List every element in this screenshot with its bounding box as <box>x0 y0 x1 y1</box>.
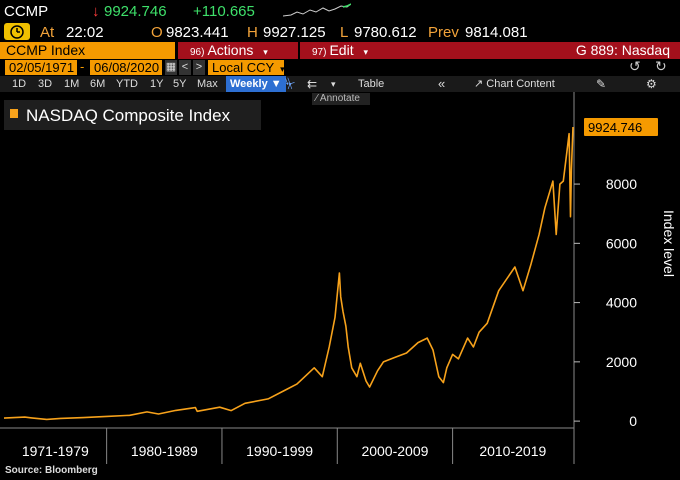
y-axis: 0 2000 4000 6000 8000 <box>574 176 637 429</box>
actions-menu[interactable]: 96) Actions ▾ <box>178 42 298 59</box>
dropdown-arrow-icon[interactable]: ▾ <box>331 79 336 89</box>
undo-icon[interactable]: ↺ <box>629 58 641 74</box>
chart-content-label: Chart Content <box>486 78 555 90</box>
high-label: H <box>247 23 258 41</box>
line-chart-icon[interactable]: ⏧ <box>285 76 296 91</box>
high-value: 9927.125 <box>263 23 326 41</box>
sparkline-icon <box>283 3 351 17</box>
x-period-label: 1980-1989 <box>131 443 198 459</box>
currency-value: Local CCY <box>212 60 275 75</box>
dropdown-arrow-icon: ▾ <box>280 64 285 74</box>
x-period-label: 1971-1979 <box>22 443 89 459</box>
end-date-input[interactable]: 06/08/2020 <box>90 60 162 75</box>
gear-icon[interactable]: ⚙ <box>646 77 657 91</box>
legend-label: NASDAQ Composite Index <box>26 106 231 125</box>
last-value-label: 9924.746 <box>584 118 658 137</box>
last-price: 9924.746 <box>104 2 167 20</box>
net-change: +110.665 <box>193 2 255 20</box>
frequency-select[interactable]: Weekly ▼ <box>226 76 286 92</box>
y-tick-label: 4000 <box>606 295 637 311</box>
chart-content-button[interactable]: ↗ Chart Content <box>474 76 555 92</box>
period-5y[interactable]: 5Y <box>173 78 187 90</box>
collapse-left-icon[interactable]: « <box>438 76 446 91</box>
header-bar: CCMP Index 96) Actions ▾ 97) Edit ▾ G 889:… <box>0 42 680 59</box>
date-range-bar: 02/05/1971 - 06/08/2020 ▦ < > Local CCY ▾… <box>0 58 680 76</box>
annotate-label: Annotate <box>319 93 360 104</box>
x-period-label: 1990-1999 <box>246 443 313 459</box>
clock-icon <box>4 23 30 40</box>
low-value: 9780.612 <box>354 23 417 41</box>
edit-pencil-icon[interactable]: ✎ <box>596 77 607 91</box>
ticker-bar: CCMP ↓ 9924.746 +110.665 <box>0 0 680 22</box>
y-tick-label: 0 <box>629 413 637 429</box>
frequency-value: Weekly <box>230 78 268 90</box>
annotate-button[interactable]: ⁄ Annotate <box>312 93 370 105</box>
open-label: O <box>151 23 163 41</box>
dropdown-arrow-icon: ▾ <box>263 47 268 57</box>
chart-toolbar: 1D 3D 1M 6M YTD 1Y 5Y Max Weekly ▼ ⏧ ⇇ ▾… <box>0 76 680 92</box>
open-value: 9823.441 <box>166 23 229 41</box>
prev-value: 9814.081 <box>465 23 528 41</box>
at-label: At <box>40 23 55 41</box>
y-axis-title: Index level <box>661 210 677 277</box>
security-field[interactable]: CCMP Index <box>0 42 175 59</box>
edit-menu[interactable]: 97) Edit ▾ G 889: Nasdaq <box>300 42 680 59</box>
period-3d[interactable]: 3D <box>38 78 53 90</box>
quote-time: 22:02 <box>66 23 104 41</box>
x-period-label: 2000-2009 <box>361 443 428 459</box>
period-1m[interactable]: 1M <box>64 78 80 90</box>
y-tick-label: 8000 <box>606 176 637 192</box>
y-tick-label: 2000 <box>606 354 637 370</box>
legend-box <box>4 100 261 130</box>
prev-label: Prev <box>428 23 459 41</box>
redo-icon[interactable]: ↻ <box>655 58 667 74</box>
legend: NASDAQ Composite Index <box>4 100 261 130</box>
legend-swatch <box>10 109 18 118</box>
range-separator: - <box>80 59 85 74</box>
dropdown-arrow-icon: ▼ <box>270 78 282 90</box>
period-max[interactable]: Max <box>197 78 218 90</box>
y-tick-label: 6000 <box>606 235 637 251</box>
start-date-input[interactable]: 02/05/1971 <box>5 60 77 75</box>
last-value-box <box>584 118 658 137</box>
edit-menu-label: Edit <box>329 42 354 58</box>
x-period-label: 2010-2019 <box>479 443 546 459</box>
low-label: L <box>340 23 349 41</box>
source-label: Source: Bloomberg <box>5 465 98 476</box>
chevron-left-icon[interactable]: < <box>179 60 191 75</box>
period-ytd[interactable]: YTD <box>116 78 138 90</box>
period-axis: 1971-1979 1980-1989 1990-1999 2000-2009 2010… <box>0 92 575 464</box>
currency-select[interactable]: Local CCY ▾ <box>208 60 285 75</box>
chart-content-icon: ↗ <box>474 78 487 90</box>
actions-menu-number: 96) <box>190 47 205 58</box>
period-1y[interactable]: 1Y <box>150 78 164 90</box>
period-6m[interactable]: 6M <box>90 78 106 90</box>
calendar-icon[interactable]: ▦ <box>165 60 177 75</box>
series-line <box>3 126 574 421</box>
down-arrow-icon: ↓ <box>92 2 100 20</box>
quote-bar: At 22:02 O 9823.441 H 9927.125 L 9780.61… <box>0 22 680 42</box>
edit-menu-number: 97) <box>312 47 327 58</box>
table-button[interactable]: Table <box>358 78 385 90</box>
bar-chart-icon[interactable]: ⇇ <box>307 77 318 91</box>
chevron-right-icon[interactable]: > <box>193 60 205 75</box>
page-code: G 889: Nasdaq <box>575 42 670 58</box>
last-value-text: 9924.746 <box>588 120 642 135</box>
annotate-icon: ⁄ <box>316 93 320 104</box>
actions-menu-label: Actions <box>207 42 254 58</box>
dropdown-arrow-icon: ▾ <box>363 47 368 57</box>
period-1d[interactable]: 1D <box>12 78 27 90</box>
ticker-symbol[interactable]: CCMP <box>4 2 49 20</box>
price-chart[interactable]: 1971-1979 1980-1989 1990-1999 2000-2009 2010… <box>0 92 680 466</box>
